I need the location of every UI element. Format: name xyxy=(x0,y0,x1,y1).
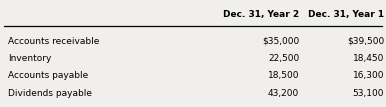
Text: Inventory: Inventory xyxy=(8,54,51,63)
Text: Dec. 31, Year 2: Dec. 31, Year 2 xyxy=(223,10,299,19)
Text: Dec. 31, Year 1: Dec. 31, Year 1 xyxy=(308,10,384,19)
Text: 16,300: 16,300 xyxy=(352,71,384,80)
Text: 53,100: 53,100 xyxy=(352,89,384,98)
Text: 18,500: 18,500 xyxy=(267,71,299,80)
Text: $39,500: $39,500 xyxy=(347,37,384,46)
Text: Dividends payable: Dividends payable xyxy=(8,89,92,98)
Text: $35,000: $35,000 xyxy=(262,37,299,46)
Text: 22,500: 22,500 xyxy=(268,54,299,63)
Text: Accounts payable: Accounts payable xyxy=(8,71,88,80)
Text: 43,200: 43,200 xyxy=(268,89,299,98)
Text: 18,450: 18,450 xyxy=(353,54,384,63)
Text: Accounts receivable: Accounts receivable xyxy=(8,37,99,46)
